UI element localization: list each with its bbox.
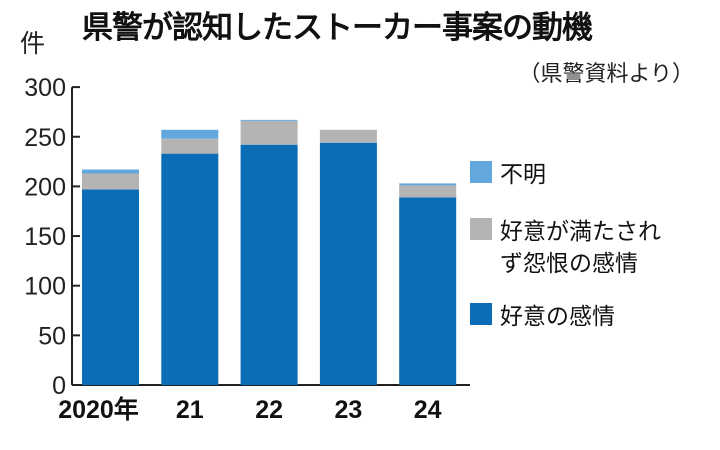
bar-segment bbox=[319, 129, 377, 143]
y-tick-label: 250 bbox=[24, 124, 66, 152]
bar-segment bbox=[161, 153, 219, 385]
legend-label: 好意が満たされ bbox=[500, 219, 661, 245]
x-tick-label: 2020年 bbox=[58, 395, 139, 424]
bar-segment bbox=[399, 183, 457, 186]
bar-segment bbox=[319, 142, 377, 385]
bar-segment bbox=[240, 119, 298, 121]
legend-swatch bbox=[470, 218, 492, 240]
y-tick-label: 100 bbox=[24, 273, 66, 301]
legend-label: 不明 bbox=[500, 162, 546, 188]
y-tick-label: 50 bbox=[38, 322, 66, 350]
y-tick-label: 200 bbox=[24, 173, 66, 201]
bar-segment bbox=[399, 197, 457, 385]
y-tick-label: 0 bbox=[52, 372, 66, 400]
bar-segment bbox=[82, 173, 139, 190]
y-tick-label: 150 bbox=[24, 223, 66, 251]
bar-segment bbox=[161, 129, 219, 139]
chart-title: 県警が認知したストーカー事案の動機 bbox=[82, 10, 593, 46]
legend-label: 好意の感情 bbox=[500, 304, 615, 330]
chart-subtitle: （県警資料より） bbox=[518, 62, 694, 87]
bar-segment bbox=[82, 169, 139, 174]
bar-segment bbox=[82, 189, 139, 385]
bar-segment bbox=[240, 120, 298, 145]
bar-segment bbox=[399, 185, 457, 198]
legend-swatch bbox=[470, 161, 492, 183]
y-axis-label: 件 bbox=[20, 30, 45, 58]
x-tick-label: 23 bbox=[334, 396, 362, 424]
x-tick-label: 22 bbox=[255, 396, 283, 424]
x-tick-label: 24 bbox=[414, 396, 442, 424]
y-tick-label: 300 bbox=[24, 74, 66, 102]
legend-label: ず怨恨の感情 bbox=[500, 251, 638, 277]
legend-swatch bbox=[470, 303, 492, 325]
bar-segment bbox=[161, 138, 219, 154]
bar-segment bbox=[240, 144, 298, 385]
x-tick-label: 21 bbox=[176, 396, 204, 424]
